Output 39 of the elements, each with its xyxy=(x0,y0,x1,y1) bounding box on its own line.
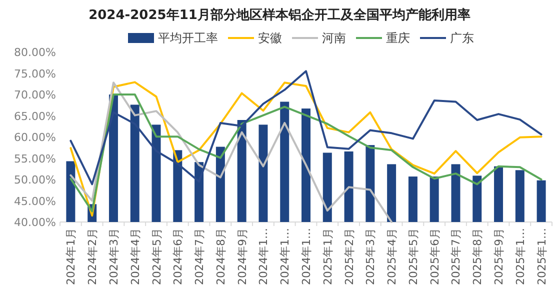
legend-label: 安徽 xyxy=(258,31,282,45)
legend-label: 广东 xyxy=(450,31,474,45)
x-tick-label: 2025年4月 xyxy=(386,228,399,285)
x-tick-label: 2025年1… xyxy=(514,228,527,285)
x-tick-label: 2024年2月 xyxy=(86,228,100,285)
x-tick-label: 2025年6月 xyxy=(428,228,442,285)
y-tick-label: 55.00% xyxy=(14,152,56,166)
x-tick-label: 2025年3月 xyxy=(364,228,378,285)
y-tick-label: 70.00% xyxy=(14,88,56,102)
x-tick-label: 2024年1月 xyxy=(64,228,78,285)
legend-label: 重庆 xyxy=(386,31,410,45)
x-tick-label: 2025年7月 xyxy=(450,228,463,285)
x-tick-label: 2024年4月 xyxy=(128,228,142,285)
y-tick-label: 80.00% xyxy=(14,46,56,59)
x-tick-label: 2024年1… xyxy=(300,228,313,285)
x-tick-label: 2025年1… xyxy=(535,228,548,285)
line-series xyxy=(70,82,393,223)
x-tick-label: 2025年2月 xyxy=(342,228,356,285)
x-tick-label: 2024年1… xyxy=(257,228,270,285)
x-tick-label: 2025年9月 xyxy=(492,228,506,285)
x-tick-label: 2025年1月 xyxy=(321,228,334,285)
y-tick-label: 65.00% xyxy=(14,110,56,123)
y-tick-label: 45.00% xyxy=(14,194,56,208)
y-tick-label: 75.00% xyxy=(14,67,56,80)
legend-label: 河南 xyxy=(322,31,346,45)
y-tick-label: 60.00% xyxy=(14,131,56,144)
y-tick-label: 40.00% xyxy=(14,216,56,229)
x-tick-label: 2024年9月 xyxy=(236,228,249,285)
x-tick-label: 2025年5月 xyxy=(406,228,420,285)
x-tick-label: 2024年3月 xyxy=(107,228,120,285)
x-tick-label: 2024年7月 xyxy=(193,228,206,285)
x-tick-label: 2024年8月 xyxy=(214,228,228,285)
x-tick-label: 2025年8月 xyxy=(471,228,484,285)
x-tick-label: 2024年1… xyxy=(278,228,292,285)
x-tick-label: 2024年6月 xyxy=(172,228,185,285)
legend-label: 平均开工率 xyxy=(158,31,218,45)
chart-title: 2024-2025年11月部分地区样本铝企开工及全国平均产能利用率 xyxy=(88,7,470,23)
y-tick-label: 50.00% xyxy=(14,174,56,186)
x-tick-label: 2024年5月 xyxy=(150,228,164,285)
